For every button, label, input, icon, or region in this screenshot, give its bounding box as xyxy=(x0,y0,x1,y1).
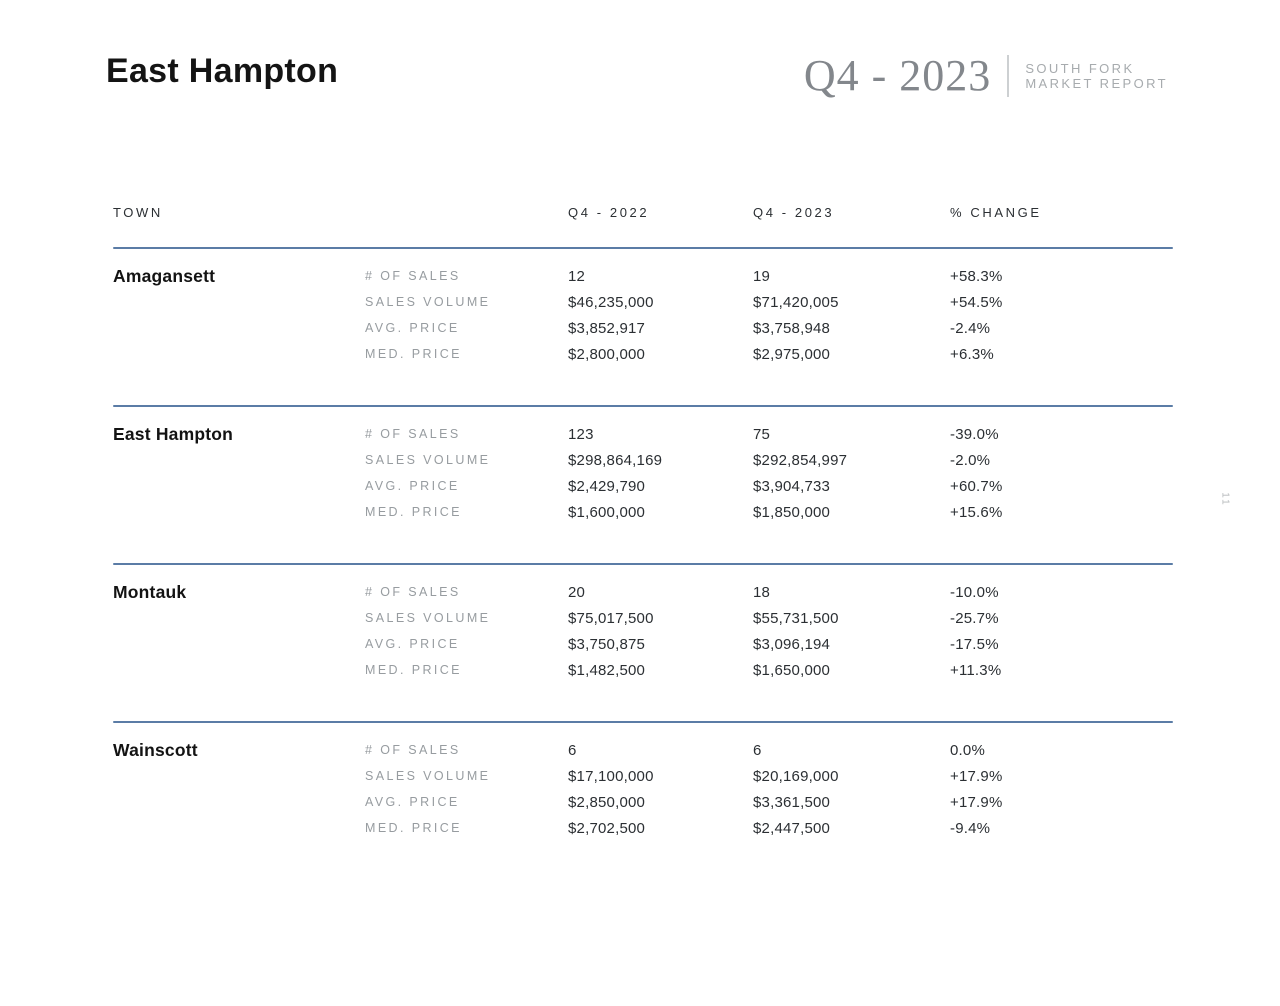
divider xyxy=(113,721,1173,723)
divider xyxy=(113,563,1173,565)
metric-label: AVG. PRICE xyxy=(365,795,460,809)
value-q4-2023: $2,447,500 xyxy=(753,819,831,837)
value-q4-2023: $55,731,500 xyxy=(753,609,839,627)
value-q4-2023: $71,420,005 xyxy=(753,293,839,311)
divider xyxy=(113,405,1173,407)
value-q4-2022: $2,850,000 xyxy=(568,793,646,811)
table-header-row: TOWN Q4 - 2022 Q4 - 2023 % CHANGE xyxy=(113,205,1173,221)
column-header-percent-change: % CHANGE xyxy=(950,205,1042,220)
value-q4-2022: $2,429,790 xyxy=(568,477,646,495)
value-percent-change: -17.5% xyxy=(950,635,999,653)
metric-label: SALES VOLUME xyxy=(365,769,491,783)
value-q4-2022: 12 xyxy=(568,267,586,285)
value-q4-2022: $1,482,500 xyxy=(568,661,646,679)
value-q4-2023: $292,854,997 xyxy=(753,451,848,469)
metric-label: AVG. PRICE xyxy=(365,637,460,651)
value-q4-2022: 20 xyxy=(568,583,586,601)
value-q4-2023: 75 xyxy=(753,425,771,443)
value-q4-2023: 18 xyxy=(753,583,771,601)
metric-label: MED. PRICE xyxy=(365,505,462,519)
value-percent-change: -25.7% xyxy=(950,609,999,627)
metric-label: SALES VOLUME xyxy=(365,453,491,467)
town-block-montauk: Montauk # OF SALES 20 18 -10.0% SALES VO… xyxy=(113,565,1173,721)
divider xyxy=(113,247,1173,249)
metric-label: MED. PRICE xyxy=(365,663,462,677)
value-q4-2022: $2,800,000 xyxy=(568,345,646,363)
column-header-q4-2022: Q4 - 2022 xyxy=(568,205,650,220)
value-q4-2022: $3,852,917 xyxy=(568,319,646,337)
metric-label: MED. PRICE xyxy=(365,821,462,835)
value-q4-2023: $1,850,000 xyxy=(753,503,831,521)
brand-divider xyxy=(1007,55,1010,97)
value-q4-2022: $17,100,000 xyxy=(568,767,654,785)
value-q4-2023: $1,650,000 xyxy=(753,661,831,679)
value-percent-change: -2.0% xyxy=(950,451,991,469)
page-title: East Hampton xyxy=(106,52,339,90)
metric-label: SALES VOLUME xyxy=(365,295,491,309)
value-percent-change: 0.0% xyxy=(950,741,985,759)
value-q4-2023: $3,096,194 xyxy=(753,635,831,653)
value-q4-2023: $3,904,733 xyxy=(753,477,831,495)
column-header-q4-2023: Q4 - 2023 xyxy=(753,205,835,220)
town-name: Wainscott xyxy=(113,739,198,760)
town-block-east-hampton: East Hampton # OF SALES 123 75 -39.0% SA… xyxy=(113,407,1173,563)
value-percent-change: +6.3% xyxy=(950,345,994,363)
market-report-table: TOWN Q4 - 2022 Q4 - 2023 % CHANGE Amagan… xyxy=(113,205,1173,879)
value-q4-2022: $75,017,500 xyxy=(568,609,654,627)
value-percent-change: -10.0% xyxy=(950,583,999,601)
report-name: SOUTH FORK MARKET REPORT xyxy=(1025,61,1168,91)
metric-label: MED. PRICE xyxy=(365,347,462,361)
report-quarter: Q4 - 2023 xyxy=(803,51,992,100)
metric-label: # OF SALES xyxy=(365,585,461,599)
metric-label: AVG. PRICE xyxy=(365,479,460,493)
town-name: East Hampton xyxy=(113,423,234,444)
column-header-town: TOWN xyxy=(113,205,163,220)
town-block-wainscott: Wainscott # OF SALES 6 6 0.0% SALES VOLU… xyxy=(113,723,1173,879)
value-percent-change: +60.7% xyxy=(950,477,1003,495)
report-name-line2: MARKET REPORT xyxy=(1025,76,1168,91)
value-q4-2022: 6 xyxy=(568,741,577,759)
value-percent-change: -9.4% xyxy=(950,819,991,837)
value-q4-2023: 19 xyxy=(753,267,771,285)
value-percent-change: +17.9% xyxy=(950,767,1003,785)
value-q4-2022: $2,702,500 xyxy=(568,819,646,837)
metric-label: SALES VOLUME xyxy=(365,611,491,625)
value-q4-2023: $3,361,500 xyxy=(753,793,831,811)
value-q4-2023: $20,169,000 xyxy=(753,767,839,785)
value-percent-change: +15.6% xyxy=(950,503,1003,521)
value-q4-2023: $3,758,948 xyxy=(753,319,831,337)
value-q4-2022: $3,750,875 xyxy=(568,635,646,653)
value-q4-2023: $2,975,000 xyxy=(753,345,831,363)
value-q4-2022: $1,600,000 xyxy=(568,503,646,521)
report-brand: Q4 - 2023 SOUTH FORK MARKET REPORT xyxy=(804,50,1168,102)
value-percent-change: -39.0% xyxy=(950,425,999,443)
metric-label: # OF SALES xyxy=(365,427,461,441)
town-block-amagansett: Amagansett # OF SALES 12 19 +58.3% SALES… xyxy=(113,249,1173,405)
metric-label: # OF SALES xyxy=(365,743,461,757)
value-percent-change: +17.9% xyxy=(950,793,1003,811)
value-q4-2022: $298,864,169 xyxy=(568,451,663,469)
town-name: Montauk xyxy=(113,581,187,602)
page-number: 11 xyxy=(1219,492,1231,507)
town-name: Amagansett xyxy=(113,265,216,286)
metric-label: AVG. PRICE xyxy=(365,321,460,335)
value-q4-2023: 6 xyxy=(753,741,762,759)
value-q4-2022: $46,235,000 xyxy=(568,293,654,311)
value-percent-change: +54.5% xyxy=(950,293,1003,311)
report-name-line1: SOUTH FORK xyxy=(1025,61,1135,76)
metric-label: # OF SALES xyxy=(365,269,461,283)
value-q4-2022: 123 xyxy=(568,425,594,443)
value-percent-change: -2.4% xyxy=(950,319,991,337)
value-percent-change: +11.3% xyxy=(950,661,1002,679)
value-percent-change: +58.3% xyxy=(950,267,1003,285)
